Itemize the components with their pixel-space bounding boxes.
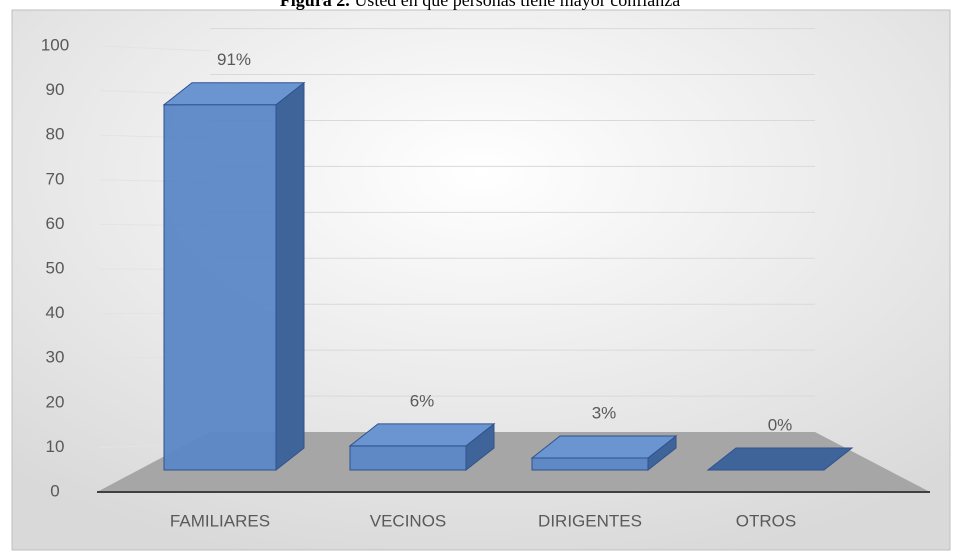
bar-front (531, 457, 649, 471)
y-tick-label: 20 (46, 392, 65, 411)
bar-top (162, 82, 306, 106)
y-tick-label: 80 (46, 125, 65, 144)
data-label: 3% (592, 403, 617, 422)
bar-front (163, 104, 277, 471)
x-tick-label: VECINOS (370, 511, 447, 530)
data-label: 91% (217, 50, 251, 69)
y-tick-label: 40 (46, 303, 65, 322)
x-tick-label: OTROS (736, 511, 796, 530)
wall-line (99, 45, 211, 52)
x-tick-label: DIRIGENTES (538, 511, 642, 530)
figure-label: Figura 2. (280, 0, 350, 10)
bar-side (275, 81, 305, 472)
y-tick-label: 60 (46, 214, 65, 233)
y-tick-label: 10 (46, 437, 65, 456)
bar-top (706, 447, 854, 471)
bar-front (349, 445, 467, 471)
y-tick-label: 90 (46, 80, 65, 99)
floor (97, 432, 930, 492)
data-label: 0% (768, 415, 793, 434)
y-tick-label: 30 (46, 348, 65, 367)
chart-title: Figura 2. Usted en que personas tiene ma… (280, 0, 680, 10)
x-tick-label: FAMILIARES (170, 511, 270, 530)
bar-top (530, 435, 678, 459)
bar-top (348, 423, 496, 447)
title-text: Usted en que personas tiene mayor confia… (354, 0, 680, 10)
y-tick-label: 70 (46, 169, 65, 188)
y-tick-label: 50 (46, 258, 65, 277)
y-tick-label: 0 (50, 481, 59, 500)
y-tick-label: 100 (41, 35, 69, 54)
data-label: 6% (410, 391, 435, 410)
